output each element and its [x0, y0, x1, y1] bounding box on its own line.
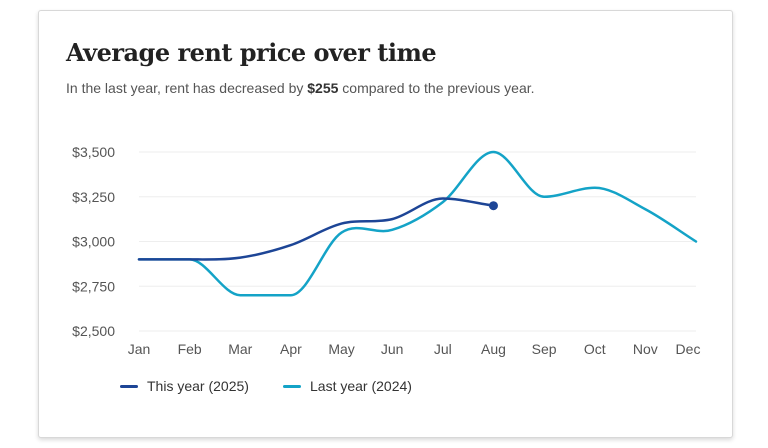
data-point	[488, 201, 498, 211]
series-line-this-year	[137, 197, 495, 261]
x-tick-label: Aug	[481, 341, 506, 357]
chart-title: Average rent price over time	[66, 38, 437, 67]
y-tick-label: $2,750	[72, 278, 115, 294]
legend-swatch	[283, 384, 301, 388]
y-tick-label: $3,250	[72, 189, 115, 205]
legend-item-last-year[interactable]: Last year (2024)	[283, 377, 412, 395]
x-tick-label: Jun	[381, 341, 404, 357]
legend-swatch	[120, 384, 138, 388]
y-tick-label: $3,000	[72, 234, 115, 250]
chart-subtitle: In the last year, rent has decreased by …	[66, 79, 535, 97]
subtitle-text-end: compared to the previous year.	[338, 80, 535, 96]
chart-card	[38, 10, 733, 438]
x-tick-label: Sep	[532, 341, 557, 357]
x-tick-label: Nov	[633, 341, 658, 357]
legend-label: Last year (2024)	[310, 378, 412, 394]
x-tick-label: Apr	[280, 341, 302, 357]
x-tick-label: Jan	[128, 341, 151, 357]
x-tick-label: May	[328, 341, 354, 357]
y-tick-label: $3,500	[72, 144, 115, 160]
y-tick-label: $2,500	[72, 323, 115, 339]
x-tick-label: Feb	[178, 341, 202, 357]
subtitle-amount: $255	[307, 80, 339, 96]
x-tick-label: Oct	[584, 341, 606, 357]
legend-item-this-year[interactable]: This year (2025)	[120, 377, 249, 395]
x-tick-label: Jul	[434, 341, 452, 357]
x-tick-label: Mar	[228, 341, 252, 357]
series-line-last-year	[137, 150, 698, 297]
x-tick-label: Dec	[676, 341, 701, 357]
subtitle-text: In the last year, rent has decreased by	[66, 80, 308, 96]
legend-label: This year (2025)	[147, 378, 249, 394]
